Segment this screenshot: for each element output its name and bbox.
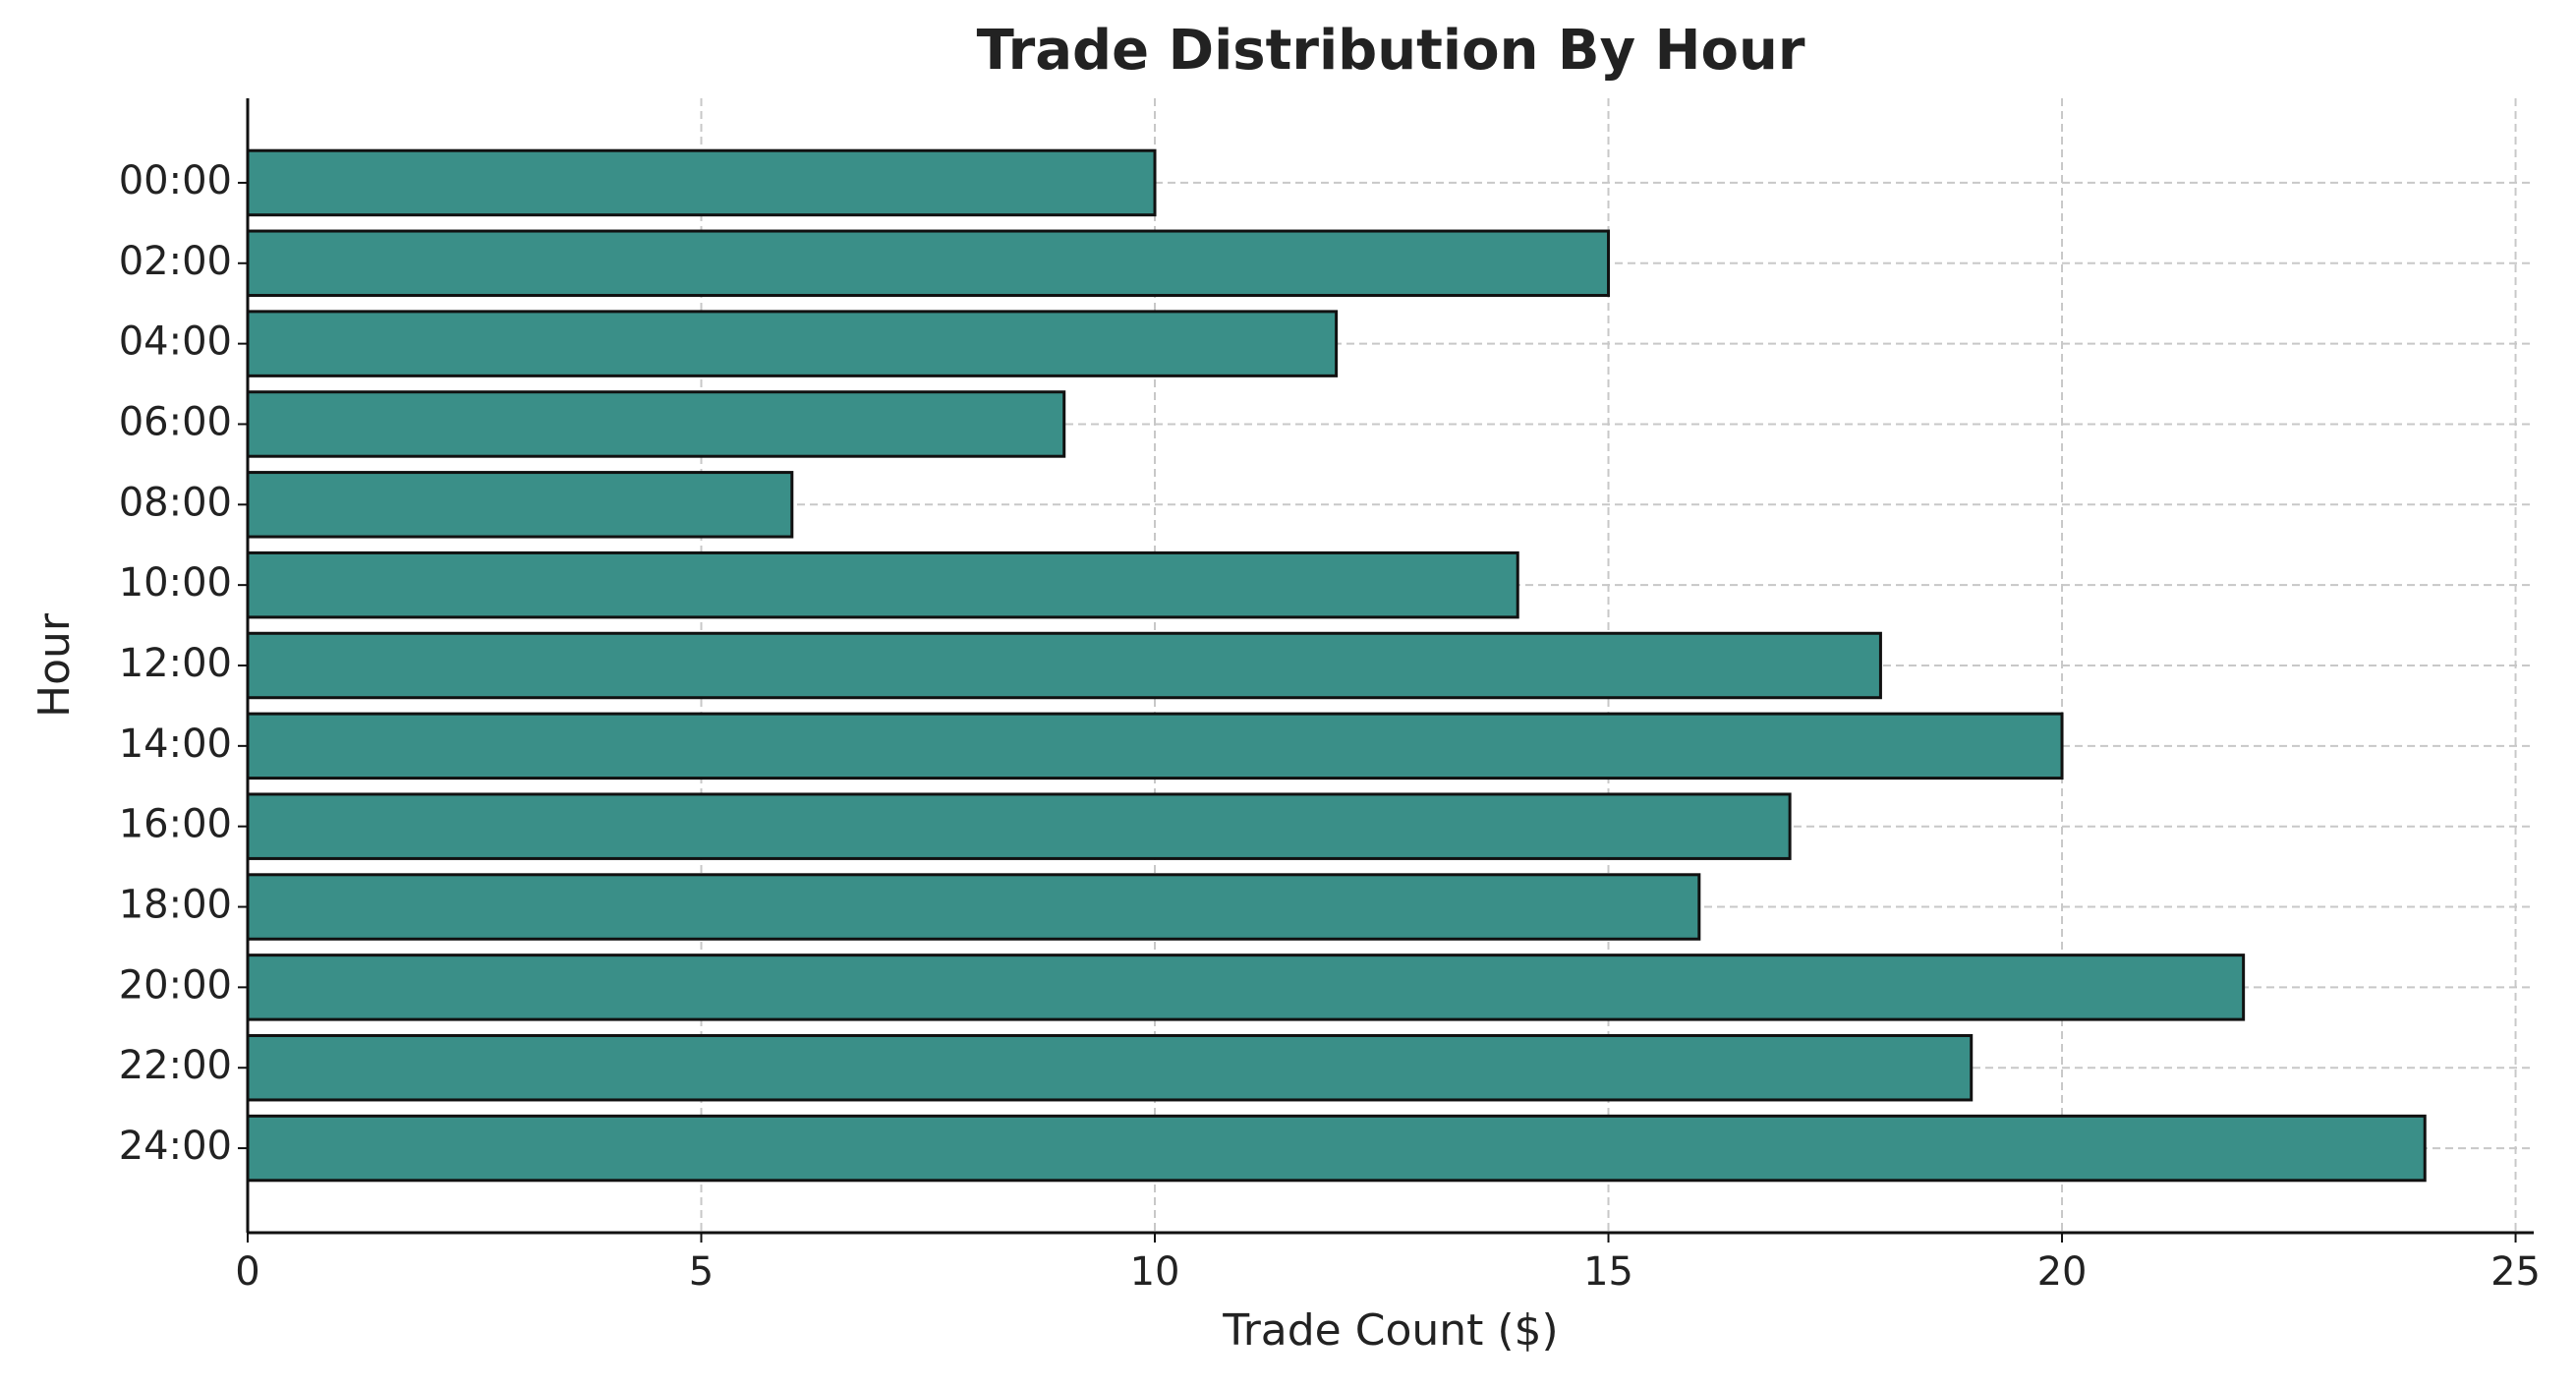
y-tick-label: 10:00 — [119, 560, 232, 606]
x-tick-label: 0 — [235, 1249, 259, 1295]
x-tick-label: 10 — [1130, 1249, 1180, 1295]
bar — [246, 712, 2064, 781]
y-tick-label: 00:00 — [119, 158, 232, 203]
chart-title: Trade Distribution By Hour — [977, 19, 1805, 83]
bar — [246, 631, 1882, 700]
x-tick-label: 25 — [2490, 1249, 2541, 1295]
x-tick-label: 5 — [689, 1249, 714, 1295]
bar — [246, 390, 1066, 458]
bar — [246, 471, 794, 539]
bar — [246, 550, 1519, 619]
bar — [246, 873, 1701, 941]
y-tick-label: 06:00 — [119, 399, 232, 444]
bar — [246, 229, 1611, 298]
y-axis-label: Hour — [29, 612, 80, 718]
y-tick-label: 18:00 — [119, 883, 232, 928]
x-tick-label: 15 — [1583, 1249, 1633, 1295]
x-tick-label: 20 — [2037, 1249, 2088, 1295]
bar — [246, 1033, 1974, 1102]
y-tick-label: 20:00 — [119, 962, 232, 1008]
bar — [246, 1114, 2427, 1183]
y-tick-label: 14:00 — [119, 722, 232, 767]
bar — [246, 310, 1339, 377]
y-tick-label: 22:00 — [119, 1043, 232, 1088]
bar — [246, 954, 2246, 1021]
y-tick-label: 16:00 — [119, 802, 232, 847]
y-tick-label: 08:00 — [119, 480, 232, 525]
y-tick-label: 02:00 — [119, 239, 232, 284]
bar — [246, 148, 1157, 217]
y-tick-label: 24:00 — [119, 1124, 232, 1169]
bar — [246, 792, 1792, 860]
y-tick-label: 04:00 — [119, 319, 232, 365]
x-axis-label: Trade Count ($) — [1222, 1305, 1558, 1356]
y-tick-label: 12:00 — [119, 641, 232, 686]
